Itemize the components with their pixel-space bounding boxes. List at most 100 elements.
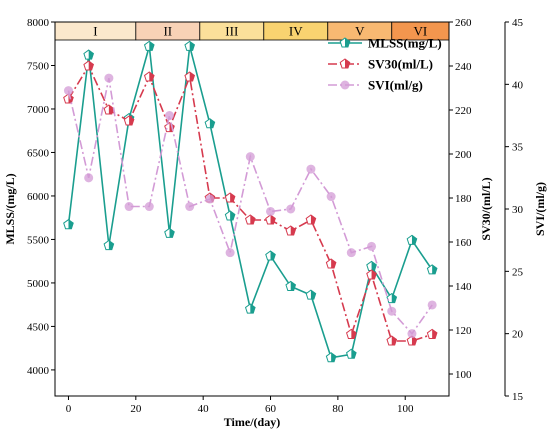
series-2-point [346, 328, 357, 339]
series-2-point [366, 269, 377, 280]
y-left-tick-label: 5500 [27, 234, 50, 246]
series-1-point-fill [209, 118, 215, 128]
y-axis-right-sv30-title: SV30/(ml/L) [479, 177, 493, 240]
phase-label: VI [414, 24, 428, 39]
y-right-sv30-tick-label: 160 [455, 237, 472, 249]
series-3-point [144, 202, 154, 212]
series-1-point [285, 280, 297, 291]
y-right-sv30-tick-label: 140 [455, 281, 472, 293]
series-1-point [426, 264, 438, 275]
y-right-svi-tick-label: 30 [512, 204, 524, 216]
series-1-point-fill [351, 349, 357, 359]
y-axis-left-title: MLSS/(mg/L) [3, 173, 17, 244]
series-2-point-fill [432, 329, 437, 339]
series-1-point [305, 289, 317, 300]
series-3-point [286, 204, 296, 214]
series-2-point [83, 60, 95, 71]
series-line-3 [67, 77, 433, 335]
x-axis-title: Time/(day) [224, 415, 280, 429]
series-1-point [143, 40, 155, 51]
series-3-point [326, 192, 336, 202]
series-1-point [224, 210, 236, 221]
series-2-point-fill [351, 329, 357, 339]
phase-label: II [163, 24, 172, 39]
legend-marker-fill [345, 59, 350, 68]
series-1-point-fill [391, 293, 397, 303]
y-axis-right-sv30: 100 120 140 160 180 200 220 240 260 [449, 17, 472, 381]
y-left-tick-label: 6000 [27, 191, 50, 203]
series-2-point [285, 225, 297, 236]
legend-label: SVI(ml/g) [368, 78, 423, 93]
y-left-tick-label: 4000 [27, 365, 50, 377]
y-right-sv30-tick-label: 180 [455, 193, 472, 205]
y-axis-right-svi-title: SVI/(ml/g) [533, 182, 547, 236]
series-3-point [346, 248, 356, 258]
series-3-point [245, 152, 255, 162]
series-3-point [407, 329, 417, 339]
series-2-point-fill [310, 215, 316, 224]
series-1-point-fill [230, 210, 235, 220]
y-right-svi-tick-label: 20 [512, 329, 524, 341]
y-axis-left: 4000 4500 5000 5500 6000 6500 7000 7500 8000 [27, 17, 55, 377]
series-3-point [185, 202, 195, 212]
phase-label: III [225, 24, 238, 39]
x-tick-label: 40 [198, 403, 210, 415]
series-3-point [427, 300, 437, 310]
series-1-point-fill [88, 50, 94, 60]
y-right-svi-tick-label: 25 [512, 266, 524, 278]
series-1-point [184, 40, 196, 51]
series-2-point-fill [331, 259, 336, 268]
x-tick-label: 0 [66, 403, 72, 415]
series-1-point-fill [411, 235, 417, 245]
series-1-point [244, 303, 256, 314]
series-2-point [184, 71, 196, 82]
series-1-point-fill [189, 41, 195, 51]
y-left-tick-label: 7000 [27, 104, 50, 116]
series-2-point [143, 71, 155, 82]
series-2-point [325, 258, 337, 269]
series-2-point [386, 335, 398, 346]
x-tick-label: 80 [332, 403, 344, 415]
series-1-point-fill [68, 219, 74, 229]
y-right-sv30-tick-label: 220 [455, 105, 472, 117]
series-1-point [164, 227, 175, 238]
y-right-sv30-tick-label: 100 [455, 369, 472, 381]
series-2-point-fill [108, 105, 114, 114]
series-1-point-fill [169, 228, 175, 238]
y-right-svi-tick-label: 40 [512, 79, 524, 91]
series-1-point-fill [270, 250, 276, 260]
y-left-tick-label: 5000 [27, 278, 50, 290]
legend: MLSS(mg/L) SV30(ml/L) SVI(ml/g) [328, 36, 442, 93]
series-2-point-fill [290, 226, 296, 235]
series-2-point [265, 214, 276, 225]
series-line-2 [67, 64, 433, 342]
y-left-tick-label: 4500 [27, 321, 50, 333]
y-left-tick-label: 7500 [27, 60, 50, 72]
series-2-point-fill [391, 336, 397, 345]
phase-label: I [93, 24, 97, 39]
x-tick-label: 20 [130, 403, 142, 415]
series-1-point-fill [371, 261, 377, 271]
series-1-point [83, 49, 95, 60]
series-1-point [366, 260, 377, 271]
y-right-sv30-tick-label: 200 [455, 149, 472, 161]
series-3-point [225, 248, 235, 258]
legend-marker [339, 37, 351, 48]
phase-band: I II III IV V VI [54, 21, 450, 41]
series-1-point [103, 239, 115, 251]
y-right-svi-tick-label: 35 [512, 142, 524, 154]
series-1-point-fill [290, 281, 296, 291]
series-3-point [306, 164, 316, 174]
y-axis-right-svi: 15 20 25 30 35 40 45 [504, 17, 524, 403]
series-1-point [386, 292, 398, 304]
series-1-point [346, 348, 357, 359]
series-2-point-fill [129, 116, 134, 125]
y-right-svi-tick-label: 45 [512, 17, 524, 29]
series-2-point [123, 115, 135, 126]
series-3-point [63, 86, 73, 96]
y-right-svi-tick-label: 15 [512, 391, 524, 403]
legend-marker [339, 58, 351, 69]
legend-label: MLSS(mg/L) [368, 36, 442, 51]
